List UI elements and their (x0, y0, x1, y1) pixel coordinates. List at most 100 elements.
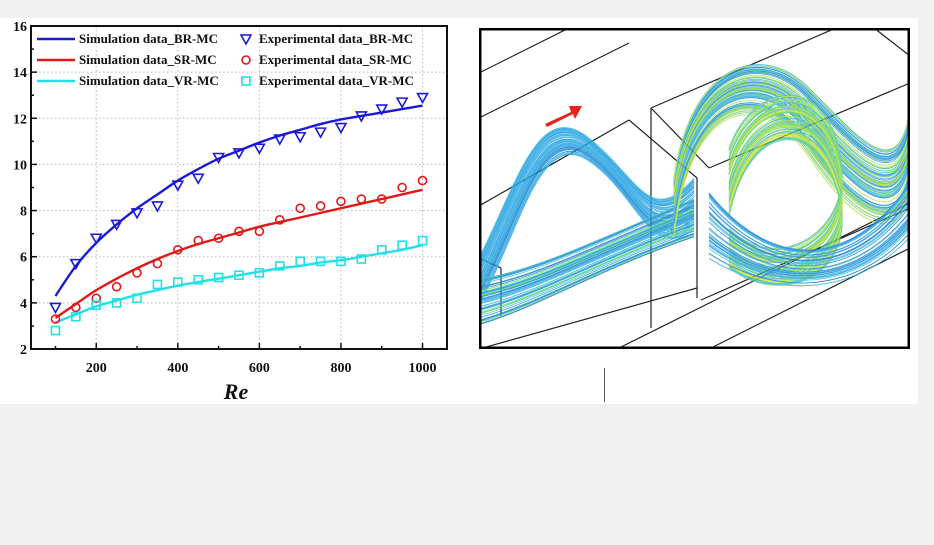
figure: 2 4 6 8 10 12 14 16 200 400 600 800 1000 Re Simulati… (0, 18, 918, 404)
streamline (479, 208, 695, 292)
series-line-1 (54, 188, 423, 319)
series-line-0 (54, 104, 423, 297)
y-tick-label: 8 (20, 205, 27, 220)
streamline (708, 189, 910, 256)
marker-layer (49, 92, 429, 336)
y-tick-label: 12 (13, 112, 27, 127)
streamline (708, 192, 910, 258)
data-point (111, 281, 122, 292)
streamline (479, 223, 695, 311)
flow-streamline-image (479, 28, 910, 349)
streamline (479, 206, 695, 290)
y-tick-label: 2 (20, 343, 27, 358)
streamline (708, 220, 910, 276)
y-tick-label: 10 (13, 158, 27, 173)
streamline (479, 213, 695, 298)
data-point (397, 240, 407, 250)
data-point (193, 235, 204, 246)
streamline (479, 209, 695, 294)
streamline (479, 138, 695, 278)
legend-label: Experimental data_BR-MC (259, 31, 413, 46)
streamline (673, 80, 910, 197)
streamline (708, 201, 910, 264)
data-point (376, 244, 387, 255)
data-point (173, 277, 183, 287)
streamline (479, 128, 695, 262)
data-point (71, 311, 81, 322)
streamline (479, 229, 695, 317)
x-tick-label: 1000 (409, 361, 437, 376)
grid-lines (31, 26, 447, 349)
y-tick-label: 16 (13, 20, 27, 35)
data-point (50, 314, 61, 324)
x-tick-label: 400 (167, 361, 188, 376)
streamline (479, 221, 695, 308)
streamline (479, 230, 695, 319)
streamline (673, 68, 910, 183)
streamline (479, 201, 695, 283)
streamline (728, 137, 843, 285)
streamline (708, 189, 910, 256)
legend-label: Experimental data_SR-MC (259, 52, 412, 67)
legend-label: Simulation data_VR-MC (79, 73, 219, 88)
data-point (376, 194, 387, 204)
streamline (479, 205, 695, 288)
tick-labels: 2 4 6 8 10 12 14 16 200 400 600 800 1000 (13, 20, 437, 376)
streamline (708, 224, 910, 279)
streamline (708, 203, 910, 265)
streamline (479, 133, 695, 270)
streamline (479, 130, 695, 265)
data-point (212, 152, 225, 165)
data-point (315, 256, 326, 267)
data-point (130, 208, 144, 220)
streamline (479, 135, 695, 272)
streamline (479, 137, 695, 276)
streamline (479, 210, 695, 295)
streamlines (479, 64, 910, 326)
data-point (193, 274, 204, 285)
data-point (253, 143, 266, 155)
streamline (479, 127, 695, 259)
y-tick-label: 14 (13, 66, 27, 81)
streamline (708, 183, 910, 252)
data-point (213, 233, 224, 244)
tick-marks (31, 25, 424, 350)
flow-direction-arrow-icon (545, 106, 582, 127)
streamline (479, 211, 695, 295)
streamline (479, 213, 695, 298)
data-point (71, 302, 81, 313)
streamline (708, 215, 910, 273)
streamline (479, 131, 695, 267)
legend-label: Simulation data_BR-MC (79, 31, 218, 46)
data-point (356, 254, 367, 264)
streamline (708, 232, 910, 284)
data-point (173, 244, 183, 255)
x-axis-label: Re (223, 379, 249, 404)
streamline (479, 236, 695, 325)
data-point (171, 180, 185, 192)
streamline (479, 227, 695, 315)
streamline (479, 224, 695, 311)
data-point (69, 258, 83, 271)
x-tick-label: 800 (330, 361, 351, 376)
streamline (708, 181, 910, 251)
data-point (191, 173, 205, 185)
series-layer (54, 104, 423, 324)
data-point (295, 203, 305, 214)
data-point (213, 272, 224, 283)
data-point (132, 268, 142, 278)
streamline (479, 212, 695, 296)
x-tick-label: 200 (86, 361, 107, 376)
data-point (395, 97, 409, 109)
legend: Simulation data_BR-MC Simulation data_SR-… (37, 31, 414, 88)
streamline (708, 206, 910, 267)
streamline (673, 69, 910, 185)
streamline (479, 223, 695, 309)
streamline (708, 223, 910, 278)
data-point (49, 302, 62, 315)
data-point (110, 219, 124, 232)
data-point (91, 300, 102, 310)
streamline (479, 215, 695, 301)
data-point (111, 298, 122, 308)
streamline (479, 219, 695, 305)
